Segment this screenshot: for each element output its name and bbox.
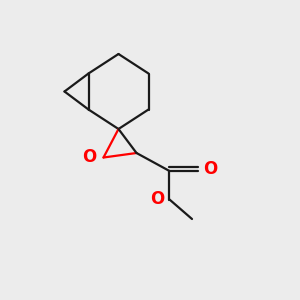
- Text: O: O: [82, 148, 96, 166]
- Text: O: O: [203, 160, 218, 178]
- Text: O: O: [150, 190, 164, 208]
